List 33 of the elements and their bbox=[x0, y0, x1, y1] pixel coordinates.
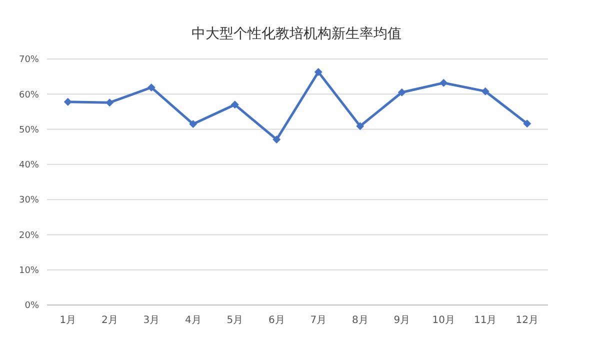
y-tick-label: 30% bbox=[18, 196, 40, 206]
y-tick-label: 70% bbox=[18, 55, 40, 66]
x-tick-label: 9月 bbox=[394, 315, 410, 326]
x-tick-label: 12月 bbox=[516, 315, 538, 326]
y-tick-label: 40% bbox=[18, 160, 40, 171]
y-tick-label: 50% bbox=[18, 125, 40, 136]
point bbox=[106, 98, 114, 107]
point bbox=[189, 120, 198, 128]
point bbox=[272, 135, 281, 144]
x-tick-label: 8月 bbox=[352, 315, 368, 326]
x-tick-label: 2月 bbox=[101, 315, 118, 326]
x-tick-label: 4月 bbox=[184, 315, 202, 326]
point bbox=[398, 88, 406, 96]
x-tick-label: 11月 bbox=[474, 315, 497, 326]
point bbox=[440, 78, 448, 87]
point bbox=[356, 122, 364, 130]
x-tick-label: 10月 bbox=[432, 315, 455, 326]
x-tick-label: 1月 bbox=[60, 315, 76, 326]
point bbox=[314, 68, 322, 76]
y-tick-label: 60% bbox=[18, 90, 40, 100]
x-tick-label: 3月 bbox=[143, 315, 160, 326]
y-tick-label: 10% bbox=[18, 266, 40, 276]
x-tick-label: 5月 bbox=[226, 315, 244, 326]
point bbox=[523, 120, 532, 128]
point bbox=[481, 87, 490, 96]
y-tick-label: 0% bbox=[24, 301, 40, 312]
point bbox=[230, 100, 239, 109]
chart-title: 中大型个性化教培机构新生率均值 bbox=[192, 26, 402, 42]
point bbox=[147, 83, 156, 92]
x-tick-label: 6月 bbox=[268, 315, 285, 326]
x-tick-label: 7月 bbox=[310, 315, 327, 326]
y-tick-label: 20% bbox=[18, 230, 40, 241]
point bbox=[64, 98, 72, 106]
